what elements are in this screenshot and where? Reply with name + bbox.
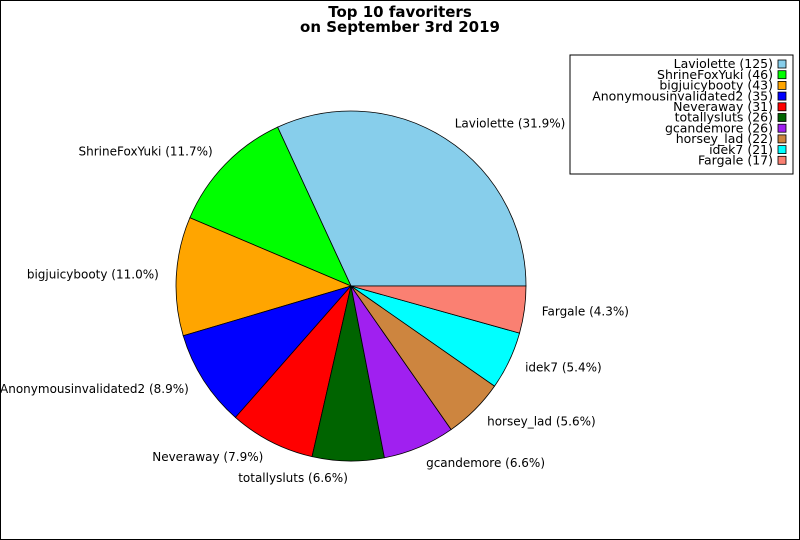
pie-slice-anonymousinvalidated2 [182,285,353,418]
legend-swatch-gcandemore [777,123,787,133]
legend-entry-idek7: idek7 (21) [709,142,773,157]
slice-label-gcandemore: gcandemore (6.6%) [426,456,545,470]
legend-swatch-bigjuicybooty [777,81,787,90]
chart-title: Top 10 favoriters on September 3rd 2019 [300,3,500,36]
legend-entry-laviolette: Laviolette (125) [674,56,773,71]
legend-box [569,54,794,175]
legend-entry-fargale: Fargale (17) [698,153,773,168]
slice-label-anonymousinvalidated2: Anonymousinvalidated2 (8.9%) [1,382,189,396]
pie-slices [175,110,527,462]
legend-swatch-laviolette [777,59,787,69]
legend-swatch-idek7 [777,145,787,155]
legend-entry-shrinefoxyuki: ShrineFoxYuki (46) [657,67,773,82]
legend-entry-totallysluts: totallysluts (26) [675,110,773,125]
pie-slice-fargale [350,285,527,334]
slice-label-totallysluts: totallysluts (6.6%) [238,471,348,485]
legend-swatch-neveraway [777,102,787,112]
slice-label-laviolette: Laviolette (31.9%) [455,116,566,130]
chart-title-line-1: Top 10 favoriters [328,3,472,21]
chart-title-line-2: on September 3rd 2019 [300,18,500,36]
pie-slice-bigjuicybooty [175,217,353,337]
legend-entry-neveraway: Neveraway (31) [673,99,773,114]
pie-slice-shrinefoxyuki [189,126,352,287]
legend-entry-bigjuicybooty: bigjuicybooty (43) [659,78,773,93]
slice-label-shrinefoxyuki: ShrineFoxYuki (11.7%) [79,145,213,159]
legend-swatch-horsey-lad [777,134,787,144]
legend-entry-horsey-lad: horsey_lad (22) [676,131,773,146]
pie-slice-laviolette [277,110,527,287]
slice-label-bigjuicybooty: bigjuicybooty (11.0%) [27,268,159,282]
legend-swatch-fargale [777,155,787,165]
slice-label-fargale: Fargale (4.3%) [542,305,629,319]
slice-labels: Laviolette (31.9%) ShrineFoxYuki (11.7%) b… [1,116,629,485]
legend: Laviolette (125)ShrineFoxYuki (46)bigjui… [569,54,794,175]
legend-swatch-anonymousinvalidated2 [777,91,787,101]
legend-entry-anonymousinvalidated2: Anonymousinvalidated2 (35) [592,88,773,103]
slice-label-neveraway: Neveraway (7.9%) [152,450,263,464]
slice-label-horsey-lad: horsey_lad (5.6%) [487,415,596,429]
legend-swatch-totallysluts [777,113,787,122]
legend-entry-gcandemore: gcandemore (26) [665,120,773,135]
legend-swatch-shrinefoxyuki [777,70,787,80]
slice-label-idek7: idek7 (5.4%) [525,361,602,375]
